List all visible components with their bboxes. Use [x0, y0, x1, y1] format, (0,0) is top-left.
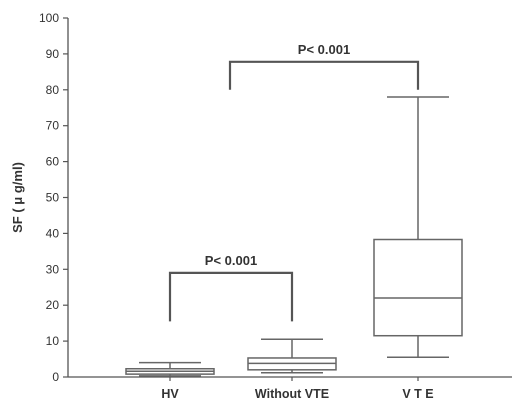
x-tick-label: HV — [161, 387, 179, 401]
y-tick-label: 40 — [46, 226, 60, 240]
y-tick-label: 90 — [46, 47, 60, 61]
x-tick-labels: HV Without VTE V T E — [161, 387, 433, 401]
axes — [67, 18, 512, 378]
p-value-label: P< 0.001 — [205, 253, 257, 268]
y-axis-title: SF ( μ g/ml) — [10, 162, 25, 233]
bracket-line — [168, 271, 294, 322]
box-1 — [247, 338, 337, 374]
y-tick-label: 100 — [39, 11, 59, 25]
box-2 — [373, 96, 463, 359]
y-tick-label: 50 — [46, 191, 60, 205]
y-tick-label: 70 — [46, 119, 60, 133]
y-tick-label: 10 — [46, 334, 60, 348]
y-tick-label: 20 — [46, 298, 60, 312]
x-tick-label: V T E — [402, 387, 433, 401]
y-tick-label: 0 — [52, 370, 59, 384]
y-tick-label: 80 — [46, 83, 60, 97]
y-tick-label: 60 — [46, 155, 60, 169]
bracket-line — [228, 60, 420, 90]
x-tick-label: Without VTE — [255, 387, 329, 401]
p-value-label: P< 0.001 — [298, 42, 350, 57]
boxes — [125, 96, 463, 377]
annotations: P< 0.001 P< 0.001 — [168, 42, 420, 322]
iqr-box — [373, 238, 463, 337]
box-0 — [125, 361, 215, 377]
y-ticks: 0 10 20 30 40 50 60 70 80 90 100 — [39, 11, 419, 384]
significance-bracket: P< 0.001 — [228, 42, 420, 90]
y-tick-label: 30 — [46, 262, 60, 276]
significance-bracket: P< 0.001 — [168, 253, 294, 322]
